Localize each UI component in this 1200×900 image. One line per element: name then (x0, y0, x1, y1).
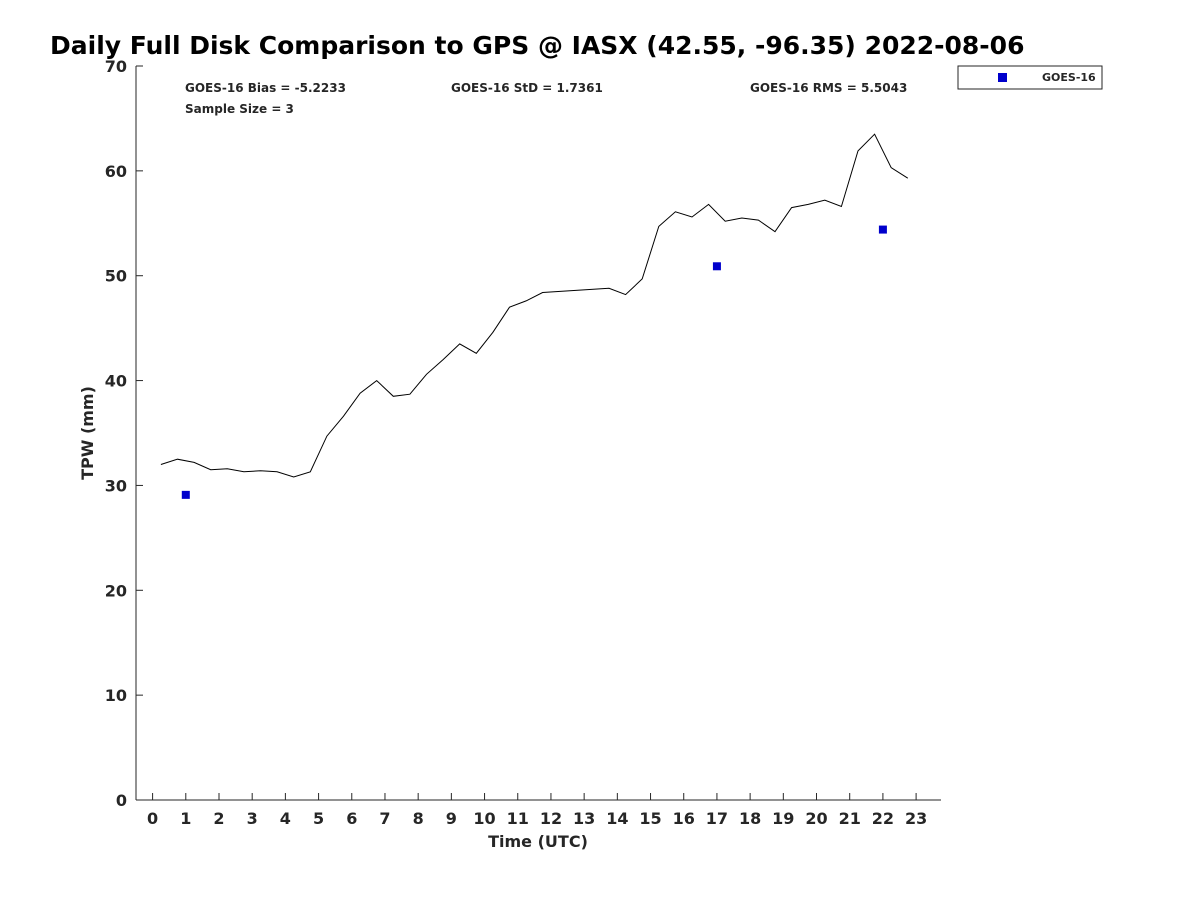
x-tick-label: 0 (147, 809, 158, 828)
x-tick-label: 6 (346, 809, 357, 828)
x-axis-label: Time (UTC) (488, 832, 588, 851)
chart-title: Daily Full Disk Comparison to GPS @ IASX… (50, 31, 1024, 60)
x-tick-label: 22 (872, 809, 894, 828)
x-tick-label: 2 (213, 809, 224, 828)
y-tick-label: 60 (105, 162, 127, 181)
x-tick-label: 5 (313, 809, 324, 828)
stat-sample-size: Sample Size = 3 (185, 102, 294, 116)
y-tick-label: 30 (105, 476, 127, 495)
gps-tpw-line (160, 133, 909, 478)
y-tick-label: 50 (105, 267, 127, 286)
y-tick-label: 70 (105, 57, 127, 76)
y-tick-label: 40 (105, 372, 127, 391)
goes16-point (712, 262, 721, 271)
x-tick-label: 12 (540, 809, 562, 828)
y-tick-label: 10 (105, 686, 127, 705)
goes16-point (878, 225, 887, 234)
x-tick-label: 19 (772, 809, 794, 828)
x-tick-label: 10 (473, 809, 495, 828)
x-tick-label: 11 (507, 809, 529, 828)
x-tick-label: 21 (839, 809, 861, 828)
legend-box (957, 65, 1103, 90)
legend-marker-goes16 (998, 73, 1007, 82)
y-axis-label: TPW (mm) (78, 386, 97, 480)
x-tick-label: 18 (739, 809, 761, 828)
x-tick-label: 4 (280, 809, 291, 828)
x-tick-label: 17 (706, 809, 728, 828)
stat-rms: GOES-16 RMS = 5.5043 (750, 81, 907, 95)
x-ticks: 0 1 2 3 4 5 6 7 8 9 10 11 12 13 14 15 16 17 18 19 20 21 22 23 (147, 793, 927, 828)
x-tick-label: 14 (606, 809, 628, 828)
x-tick-label: 15 (639, 809, 661, 828)
x-tick-label: 13 (573, 809, 595, 828)
x-tick-label: 7 (379, 809, 390, 828)
x-tick-label: 8 (413, 809, 424, 828)
series-layer (160, 133, 909, 499)
plot-area (136, 66, 941, 800)
x-tick-label: 20 (805, 809, 827, 828)
goes16-point (181, 490, 190, 499)
y-tick-label: 20 (105, 581, 127, 600)
legend: GOES-16 (957, 65, 1103, 90)
x-tick-label: 1 (180, 809, 191, 828)
y-tick-label: 0 (116, 791, 127, 810)
x-tick-label: 9 (446, 809, 457, 828)
stat-std: GOES-16 StD = 1.7361 (451, 81, 603, 95)
x-tick-label: 23 (905, 809, 927, 828)
y-ticks: 0 10 20 30 40 50 60 70 (105, 57, 143, 810)
x-tick-label: 16 (673, 809, 695, 828)
stat-bias: GOES-16 Bias = -5.2233 (185, 81, 346, 95)
legend-label-goes16: GOES-16 (1042, 71, 1096, 84)
x-tick-label: 3 (247, 809, 258, 828)
